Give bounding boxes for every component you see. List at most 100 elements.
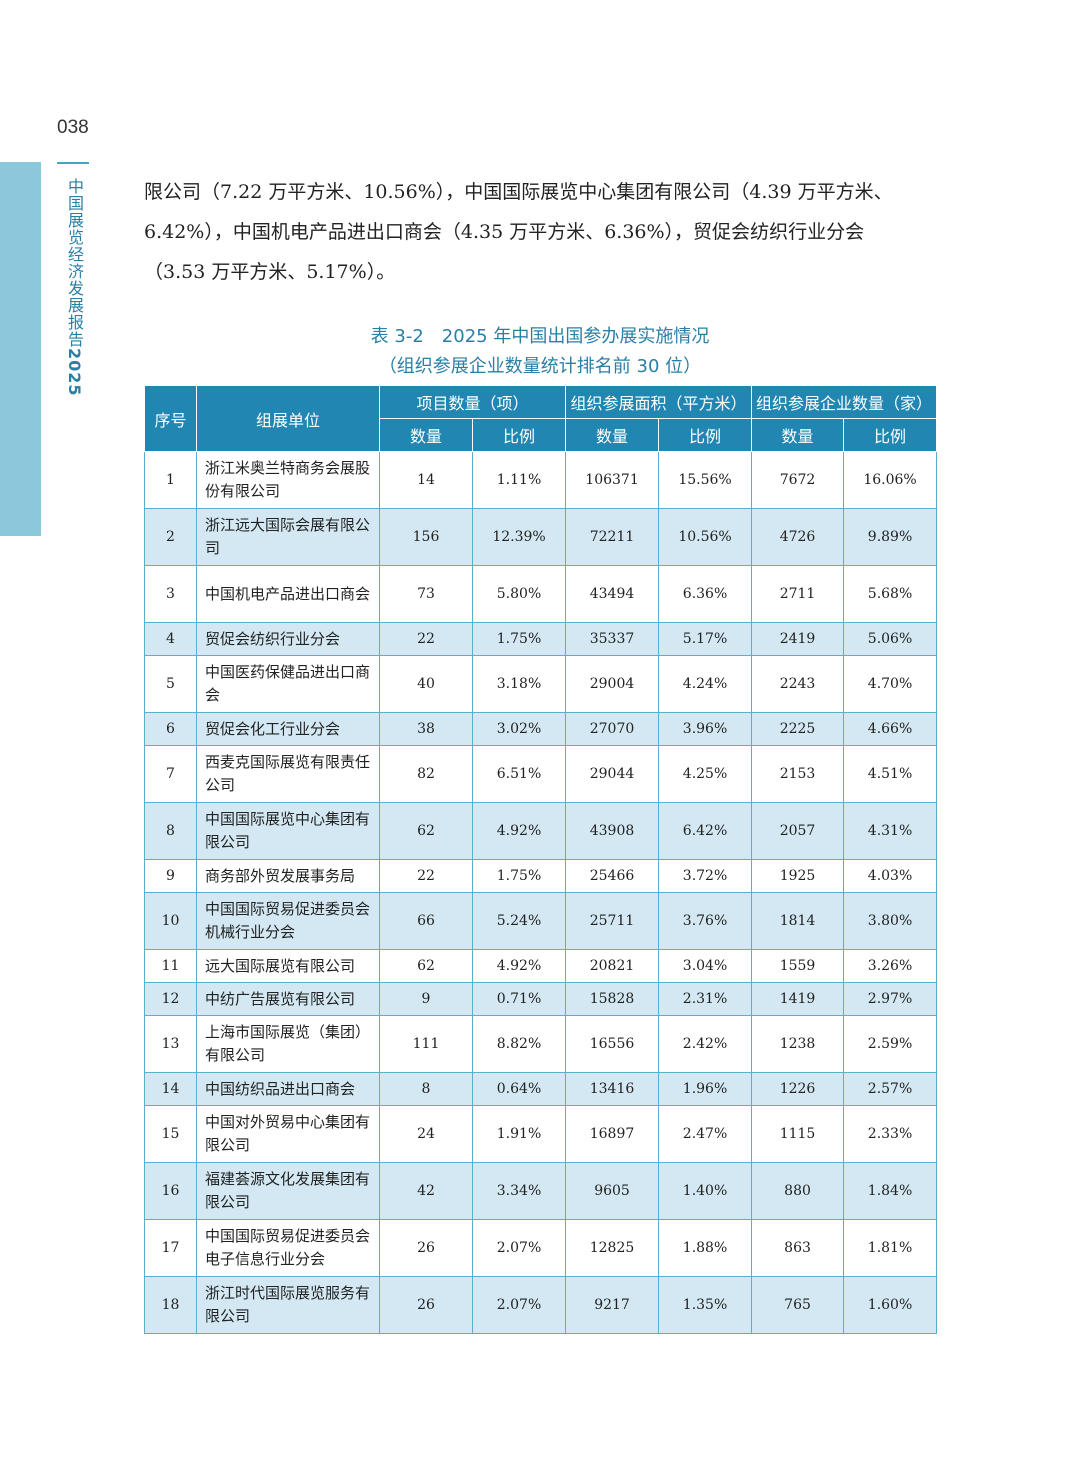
cell-area-ratio: 2.47% xyxy=(658,1105,753,1163)
cell-area-ratio: 10.56% xyxy=(658,508,753,566)
cell-seq: 14 xyxy=(144,1072,197,1106)
cell-area-ratio: 1.88% xyxy=(658,1219,753,1277)
table-row: 12 中纺广告展览有限公司 9 0.71% 15828 2.31% 1419 2.97% xyxy=(144,982,938,1016)
table-row: 7 西麦克国际展览有限责任公司 82 6.51% 29044 4.25% 2153 4.51% xyxy=(144,745,938,803)
cell-company-ratio: 1.81% xyxy=(843,1219,938,1277)
table-row: 5 中国医药保健品进出口商会 40 3.18% 29004 4.24% 2243 4.70% xyxy=(144,655,938,713)
cell-company-count: 2711 xyxy=(751,565,845,623)
cell-project-ratio: 0.71% xyxy=(471,982,567,1016)
body-paragraph: 限公司（7.22 万平方米、10.56%），中国国际展览中心集团有限公司（4.3… xyxy=(144,172,944,292)
cell-project-count: 42 xyxy=(379,1162,473,1220)
table-title: 表 3-2 2025 年中国出国参办展实施情况 xyxy=(370,326,710,347)
cell-area: 35337 xyxy=(565,622,660,656)
table-row: 8 中国国际展览中心集团有限公司 62 4.92% 43908 6.42% 2057 4.31… xyxy=(144,802,938,860)
cell-organizer: 浙江远大国际会展有限公司 xyxy=(196,508,380,566)
cell-project-ratio: 6.51% xyxy=(471,745,567,803)
cell-company-ratio: 16.06% xyxy=(843,451,938,509)
cell-area-ratio: 4.25% xyxy=(658,745,753,803)
cell-organizer: 贸促会纺织行业分会 xyxy=(196,622,380,656)
header-companies: 组织参展企业数量（家） xyxy=(751,385,938,419)
cell-seq: 15 xyxy=(144,1105,197,1163)
cell-area-ratio: 5.17% xyxy=(658,622,753,656)
cell-organizer: 商务部外贸发展事务局 xyxy=(196,859,380,893)
cell-area: 29004 xyxy=(565,655,660,713)
cell-area-ratio: 4.24% xyxy=(658,655,753,713)
cell-organizer: 浙江米奥兰特商务会展股份有限公司 xyxy=(196,451,380,509)
cell-area: 72211 xyxy=(565,508,660,566)
cell-area-ratio: 1.35% xyxy=(658,1276,753,1334)
cell-organizer: 中纺广告展览有限公司 xyxy=(196,982,380,1016)
cell-area: 43494 xyxy=(565,565,660,623)
cell-area-ratio: 15.56% xyxy=(658,451,753,509)
cell-organizer: 中国国际贸易促进委员会电子信息行业分会 xyxy=(196,1219,380,1277)
cell-organizer: 远大国际展览有限公司 xyxy=(196,949,380,983)
cell-company-count: 765 xyxy=(751,1276,845,1334)
cell-seq: 18 xyxy=(144,1276,197,1334)
cell-company-ratio: 3.80% xyxy=(843,892,938,950)
side-color-band xyxy=(0,162,41,536)
header-area: 组织参展面积（平方米） xyxy=(565,385,753,419)
cell-project-count: 22 xyxy=(379,859,473,893)
cell-seq: 12 xyxy=(144,982,197,1016)
cell-area-ratio: 6.36% xyxy=(658,565,753,623)
table-row: 2 浙江远大国际会展有限公司 156 12.39% 72211 10.56% 4726 9.8… xyxy=(144,508,938,566)
cell-area-ratio: 2.42% xyxy=(658,1015,753,1073)
cell-project-count: 38 xyxy=(379,712,473,746)
cell-organizer: 中国对外贸易中心集团有限公司 xyxy=(196,1105,380,1163)
cell-company-ratio: 3.26% xyxy=(843,949,938,983)
cell-area: 25466 xyxy=(565,859,660,893)
table-subtitle: （组织参展企业数量统计排名前 30 位） xyxy=(378,356,702,377)
header-projects-count: 数量 xyxy=(379,418,473,452)
cell-organizer: 上海市国际展览（集团）有限公司 xyxy=(196,1015,380,1073)
header-projects: 项目数量（项） xyxy=(378,385,567,419)
cell-organizer: 福建荟源文化发展集团有限公司 xyxy=(196,1162,380,1220)
cell-company-count: 1559 xyxy=(751,949,845,983)
cell-area: 9605 xyxy=(565,1162,660,1220)
cell-organizer: 中国机电产品进出口商会 xyxy=(196,565,380,623)
book-title-text: 中国展览经济发展报告 xyxy=(65,178,84,348)
cell-seq: 10 xyxy=(144,892,197,950)
cell-company-count: 1814 xyxy=(751,892,845,950)
cell-company-ratio: 4.03% xyxy=(843,859,938,893)
running-book-title: 中国展览经济发展报告2025 xyxy=(62,178,86,397)
cell-project-count: 66 xyxy=(379,892,473,950)
cell-area-ratio: 2.31% xyxy=(658,982,753,1016)
cell-organizer: 浙江时代国际展览服务有限公司 xyxy=(196,1276,380,1334)
cell-seq: 6 xyxy=(144,712,197,746)
cell-company-ratio: 4.70% xyxy=(843,655,938,713)
header-organizer: 组展单位 xyxy=(196,385,380,452)
header-companies-ratio: 比例 xyxy=(843,418,938,452)
cell-company-count: 2225 xyxy=(751,712,845,746)
cell-area: 16556 xyxy=(565,1015,660,1073)
cell-company-count: 863 xyxy=(751,1219,845,1277)
cell-project-count: 26 xyxy=(379,1219,473,1277)
cell-company-count: 4726 xyxy=(751,508,845,566)
cell-company-ratio: 4.31% xyxy=(843,802,938,860)
table-row: 11 远大国际展览有限公司 62 4.92% 20821 3.04% 1559 3.26% xyxy=(144,949,938,983)
cell-seq: 2 xyxy=(144,508,197,566)
cell-seq: 7 xyxy=(144,745,197,803)
cell-company-ratio: 5.06% xyxy=(843,622,938,656)
table-row: 16 福建荟源文化发展集团有限公司 42 3.34% 9605 1.40% 880 1.84% xyxy=(144,1162,938,1220)
cell-area: 12825 xyxy=(565,1219,660,1277)
paragraph-line: 限公司（7.22 万平方米、10.56%），中国国际展览中心集团有限公司（4.3… xyxy=(144,181,893,203)
cell-project-count: 9 xyxy=(379,982,473,1016)
cell-area: 20821 xyxy=(565,949,660,983)
cell-organizer: 中国国际展览中心集团有限公司 xyxy=(196,802,380,860)
table-row: 13 上海市国际展览（集团）有限公司 111 8.82% 16556 2.42% 1238 2… xyxy=(144,1015,938,1073)
cell-project-ratio: 4.92% xyxy=(471,949,567,983)
header-projects-ratio: 比例 xyxy=(471,418,567,452)
cell-organizer: 西麦克国际展览有限责任公司 xyxy=(196,745,380,803)
cell-project-count: 22 xyxy=(379,622,473,656)
cell-project-count: 24 xyxy=(379,1105,473,1163)
cell-project-count: 62 xyxy=(379,949,473,983)
cell-company-ratio: 2.97% xyxy=(843,982,938,1016)
cell-seq: 17 xyxy=(144,1219,197,1277)
cell-area: 9217 xyxy=(565,1276,660,1334)
table-row: 10 中国国际贸易促进委员会机械行业分会 66 5.24% 25711 3.76% 1814… xyxy=(144,892,938,950)
cell-area-ratio: 1.40% xyxy=(658,1162,753,1220)
cell-company-count: 7672 xyxy=(751,451,845,509)
table-row: 6 贸促会化工行业分会 38 3.02% 27070 3.96% 2225 4.66% xyxy=(144,712,938,746)
table-row: 4 贸促会纺织行业分会 22 1.75% 35337 5.17% 2419 5.06% xyxy=(144,622,938,656)
cell-project-count: 14 xyxy=(379,451,473,509)
